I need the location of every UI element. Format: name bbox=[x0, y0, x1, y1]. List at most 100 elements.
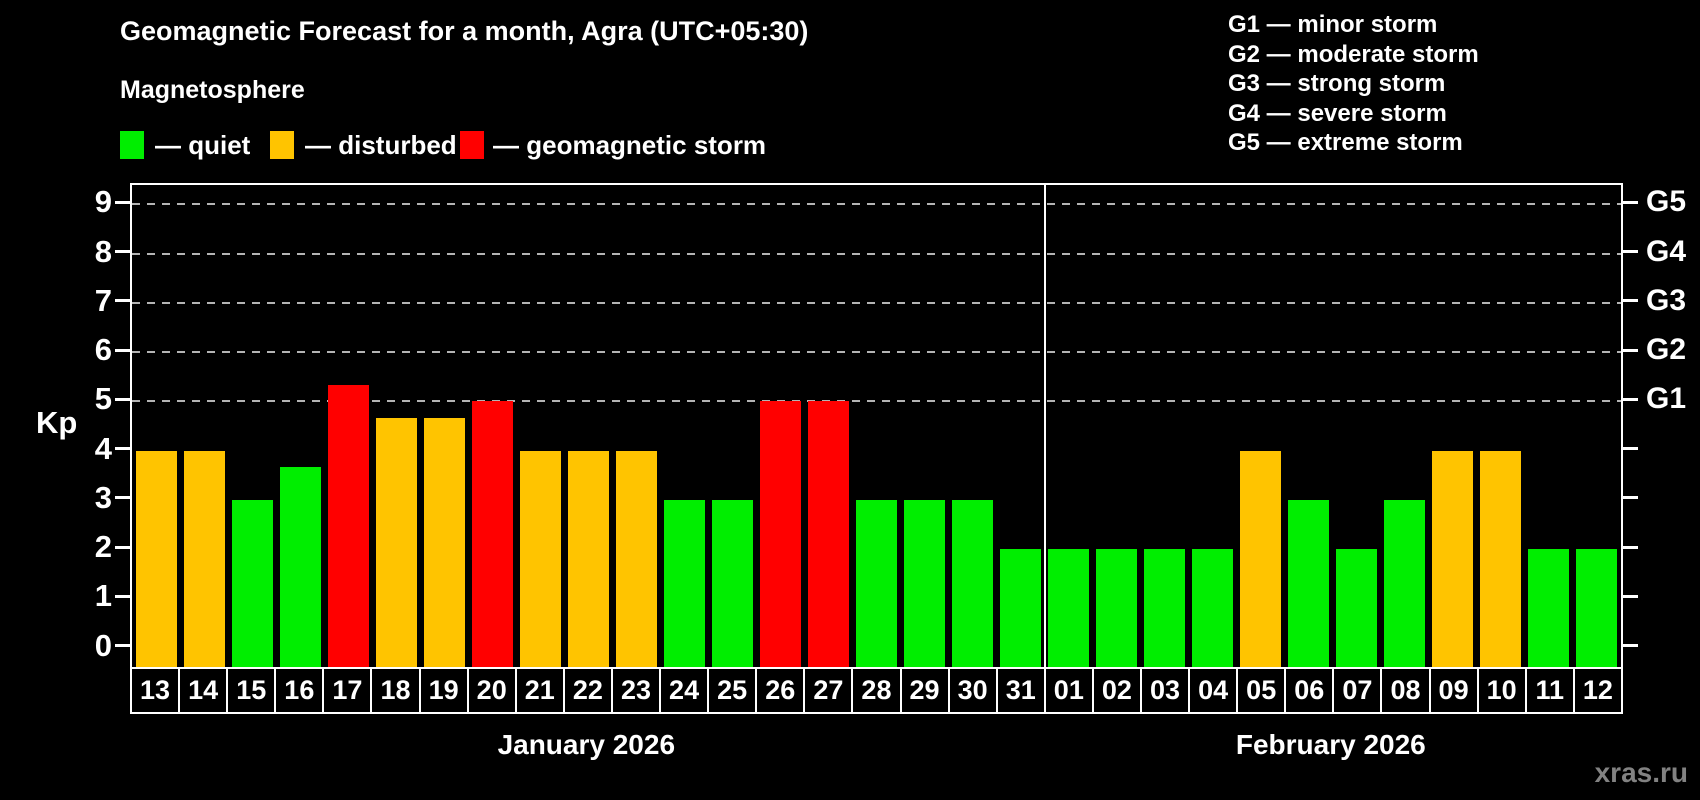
y-axis-label-2: 2 bbox=[94, 529, 112, 565]
bar-day-11 bbox=[1528, 549, 1570, 667]
bar-day-20 bbox=[471, 401, 513, 667]
day-cell-03: 03 bbox=[1139, 667, 1191, 714]
day-cell-17: 17 bbox=[322, 667, 373, 714]
bar-day-05 bbox=[1240, 450, 1282, 667]
gridline-kp5 bbox=[132, 400, 1621, 403]
day-cell-09: 09 bbox=[1428, 667, 1479, 714]
day-cell-26: 26 bbox=[755, 667, 806, 714]
day-cell-25: 25 bbox=[707, 667, 758, 714]
day-cell-30: 30 bbox=[947, 667, 998, 714]
bar-day-16 bbox=[279, 466, 321, 667]
bar-day-25 bbox=[711, 499, 753, 667]
plot-area bbox=[130, 183, 1623, 667]
storm-legend-label: — geomagnetic storm bbox=[493, 130, 767, 160]
y-axis-label-9: 9 bbox=[94, 184, 112, 220]
quiet-legend-swatch-icon bbox=[120, 131, 144, 159]
bar-day-04 bbox=[1192, 549, 1234, 667]
y-axis-tick-left-1 bbox=[115, 594, 130, 598]
day-cell-08: 08 bbox=[1380, 667, 1431, 714]
bar-day-14 bbox=[183, 450, 225, 667]
y-axis-tick-left-8 bbox=[115, 250, 130, 253]
storm-scale-g1: G1 — minor storm bbox=[1228, 11, 1438, 38]
y-axis-label-8: 8 bbox=[94, 233, 112, 269]
storm-scale-g2: G2 — moderate storm bbox=[1228, 40, 1479, 68]
day-cell-20: 20 bbox=[466, 667, 517, 714]
bar-day-31 bbox=[1000, 549, 1042, 667]
bar-day-12 bbox=[1576, 549, 1618, 667]
g-scale-label-G5: G5 bbox=[1646, 185, 1687, 219]
day-cell-06: 06 bbox=[1284, 667, 1335, 714]
y-axis-title: Kp bbox=[36, 405, 78, 440]
day-cell-04: 04 bbox=[1188, 667, 1239, 714]
y-axis-label-0: 0 bbox=[94, 627, 112, 663]
gridline-kp9 bbox=[132, 203, 1621, 206]
chart-subtitle: Magnetosphere bbox=[120, 76, 305, 104]
day-cell-21: 21 bbox=[514, 667, 565, 714]
day-cell-15: 15 bbox=[226, 667, 277, 714]
storm-scale-g5: G5 — extreme storm bbox=[1228, 129, 1463, 156]
bar-day-19 bbox=[423, 417, 465, 667]
day-cell-16: 16 bbox=[274, 667, 325, 714]
y-axis-tick-right-1 bbox=[1623, 594, 1638, 598]
storm-scale-legend: G1 — minor storm G2 — moderate storm G3 … bbox=[1228, 10, 1479, 158]
g-scale-label-G2: G2 bbox=[1646, 333, 1687, 367]
bar-day-13 bbox=[135, 450, 177, 667]
y-axis-tick-left-2 bbox=[115, 545, 130, 549]
y-axis-tick-right-2 bbox=[1623, 545, 1638, 549]
y-axis-tick-right-7 bbox=[1623, 299, 1638, 303]
bar-day-09 bbox=[1432, 450, 1474, 667]
day-cell-28: 28 bbox=[851, 667, 902, 714]
y-axis-tick-left-9 bbox=[115, 200, 130, 204]
bar-day-01 bbox=[1048, 549, 1090, 667]
y-axis-tick-right-9 bbox=[1623, 200, 1638, 204]
y-axis-tick-left-7 bbox=[115, 299, 130, 303]
gridline-kp6 bbox=[132, 351, 1621, 354]
bar-day-15 bbox=[231, 499, 273, 667]
x-axis-day-row: 13 14 15 16 17 18 19 20 21 22 23 24 25 26 27 28 29 30 31 01… bbox=[130, 667, 1623, 714]
bar-day-07 bbox=[1336, 549, 1378, 667]
day-cell-10: 10 bbox=[1476, 667, 1527, 714]
y-axis-tick-left-0 bbox=[115, 644, 130, 648]
day-cell-11: 11 bbox=[1524, 667, 1575, 714]
storm-scale-g3: G3 — strong storm bbox=[1228, 70, 1446, 97]
y-axis-tick-right-3 bbox=[1623, 496, 1638, 500]
day-cell-27: 27 bbox=[803, 667, 854, 714]
y-axis-tick-left-3 bbox=[115, 496, 130, 500]
storm-legend-swatch-icon bbox=[460, 131, 484, 159]
y-axis-label-4: 4 bbox=[94, 430, 112, 466]
bar-day-18 bbox=[375, 417, 417, 667]
storm-scale-g4: G4 — severe storm bbox=[1228, 99, 1447, 127]
day-cell-05: 05 bbox=[1236, 667, 1287, 714]
day-cell-12: 12 bbox=[1572, 667, 1623, 714]
day-cell-01: 01 bbox=[1043, 667, 1094, 714]
day-cell-24: 24 bbox=[659, 667, 710, 714]
g-scale-label-G4: G4 bbox=[1646, 234, 1687, 268]
gridline-kp8 bbox=[132, 252, 1621, 255]
month-label-0: January 2026 bbox=[497, 729, 676, 760]
chart-title: Geomagnetic Forecast for a month, Agra (… bbox=[120, 16, 809, 46]
bar-day-03 bbox=[1144, 549, 1186, 667]
quiet-legend-label: — quiet bbox=[155, 130, 251, 160]
bar-day-10 bbox=[1480, 450, 1522, 667]
y-axis-label-3: 3 bbox=[94, 479, 112, 515]
month-label-1: February 2026 bbox=[1235, 729, 1426, 760]
day-cell-23: 23 bbox=[610, 667, 662, 714]
watermark: xras.ru bbox=[1594, 757, 1688, 788]
bar-day-26 bbox=[759, 401, 801, 667]
bar-day-30 bbox=[952, 499, 994, 667]
day-cell-07: 07 bbox=[1332, 667, 1383, 714]
bar-day-08 bbox=[1384, 499, 1426, 667]
g-scale-label-G3: G3 bbox=[1646, 283, 1687, 317]
y-axis-label-7: 7 bbox=[94, 282, 112, 318]
day-cell-29: 29 bbox=[899, 667, 950, 714]
y-axis-tick-right-4 bbox=[1623, 447, 1638, 451]
g-scale-label-G1: G1 bbox=[1646, 382, 1687, 416]
bar-day-22 bbox=[567, 450, 609, 667]
day-cell-31: 31 bbox=[995, 667, 1046, 714]
gridline-kp7 bbox=[132, 301, 1621, 304]
y-axis-tick-left-6 bbox=[115, 348, 130, 352]
y-axis-label-6: 6 bbox=[94, 332, 112, 368]
bar-day-28 bbox=[855, 499, 897, 667]
bar-day-27 bbox=[807, 401, 849, 667]
y-axis-tick-right-8 bbox=[1623, 250, 1638, 253]
